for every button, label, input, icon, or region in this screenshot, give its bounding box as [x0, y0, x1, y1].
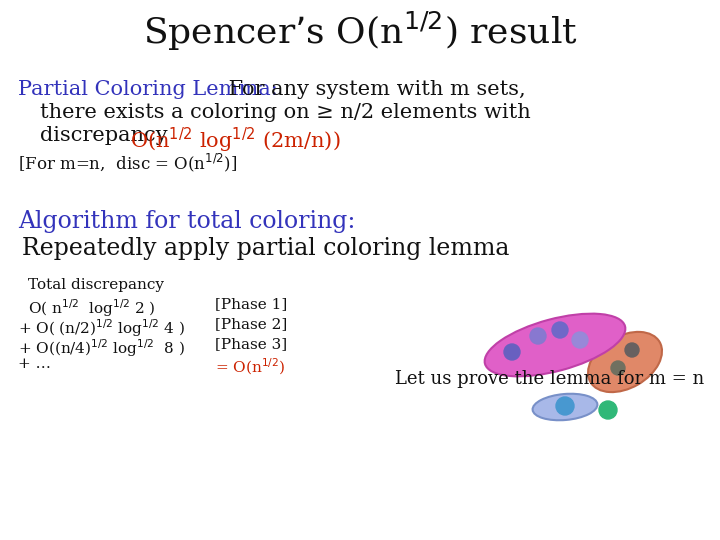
Text: Let us prove the lemma for m = n: Let us prove the lemma for m = n — [395, 370, 704, 388]
Ellipse shape — [588, 332, 662, 392]
Text: + O( (n/2)$^{1/2}$ log$^{1/2}$ 4 ): + O( (n/2)$^{1/2}$ log$^{1/2}$ 4 ) — [18, 317, 185, 339]
Text: Spencer’s O(n$^{1/2}$) result: Spencer’s O(n$^{1/2}$) result — [143, 10, 577, 53]
Circle shape — [504, 344, 520, 360]
Text: O(n$^{1/2}$ log$^{1/2}$ (2m/n)): O(n$^{1/2}$ log$^{1/2}$ (2m/n)) — [130, 126, 341, 155]
Circle shape — [625, 343, 639, 357]
Ellipse shape — [485, 314, 626, 376]
Circle shape — [572, 332, 588, 348]
Text: [Phase 2]: [Phase 2] — [215, 317, 287, 331]
Text: = O(n$^{1/2}$): = O(n$^{1/2}$) — [215, 357, 285, 377]
Circle shape — [552, 322, 568, 338]
Text: there exists a coloring on ≥ n/2 elements with: there exists a coloring on ≥ n/2 element… — [40, 103, 531, 122]
Text: Partial Coloring Lemma:: Partial Coloring Lemma: — [18, 80, 278, 99]
Text: + …: + … — [18, 357, 51, 371]
Text: Algorithm for total coloring:: Algorithm for total coloring: — [18, 210, 356, 233]
Text: discrepancy: discrepancy — [40, 126, 174, 145]
Text: + O((n/4)$^{1/2}$ log$^{1/2}$  8 ): + O((n/4)$^{1/2}$ log$^{1/2}$ 8 ) — [18, 337, 185, 359]
Text: Total discrepancy: Total discrepancy — [28, 278, 164, 292]
Circle shape — [530, 328, 546, 344]
Circle shape — [599, 401, 617, 419]
Circle shape — [611, 361, 625, 375]
Text: [For m=n,  disc = O(n$^{1/2}$)]: [For m=n, disc = O(n$^{1/2}$)] — [18, 152, 237, 174]
Ellipse shape — [533, 394, 598, 420]
Text: Repeatedly apply partial coloring lemma: Repeatedly apply partial coloring lemma — [22, 237, 509, 260]
Text: O( n$^{1/2}$  log$^{1/2}$ 2 ): O( n$^{1/2}$ log$^{1/2}$ 2 ) — [28, 297, 156, 319]
Circle shape — [556, 397, 574, 415]
Text: [Phase 3]: [Phase 3] — [215, 337, 287, 351]
Text: For any system with m sets,: For any system with m sets, — [222, 80, 526, 99]
Text: [Phase 1]: [Phase 1] — [215, 297, 287, 311]
